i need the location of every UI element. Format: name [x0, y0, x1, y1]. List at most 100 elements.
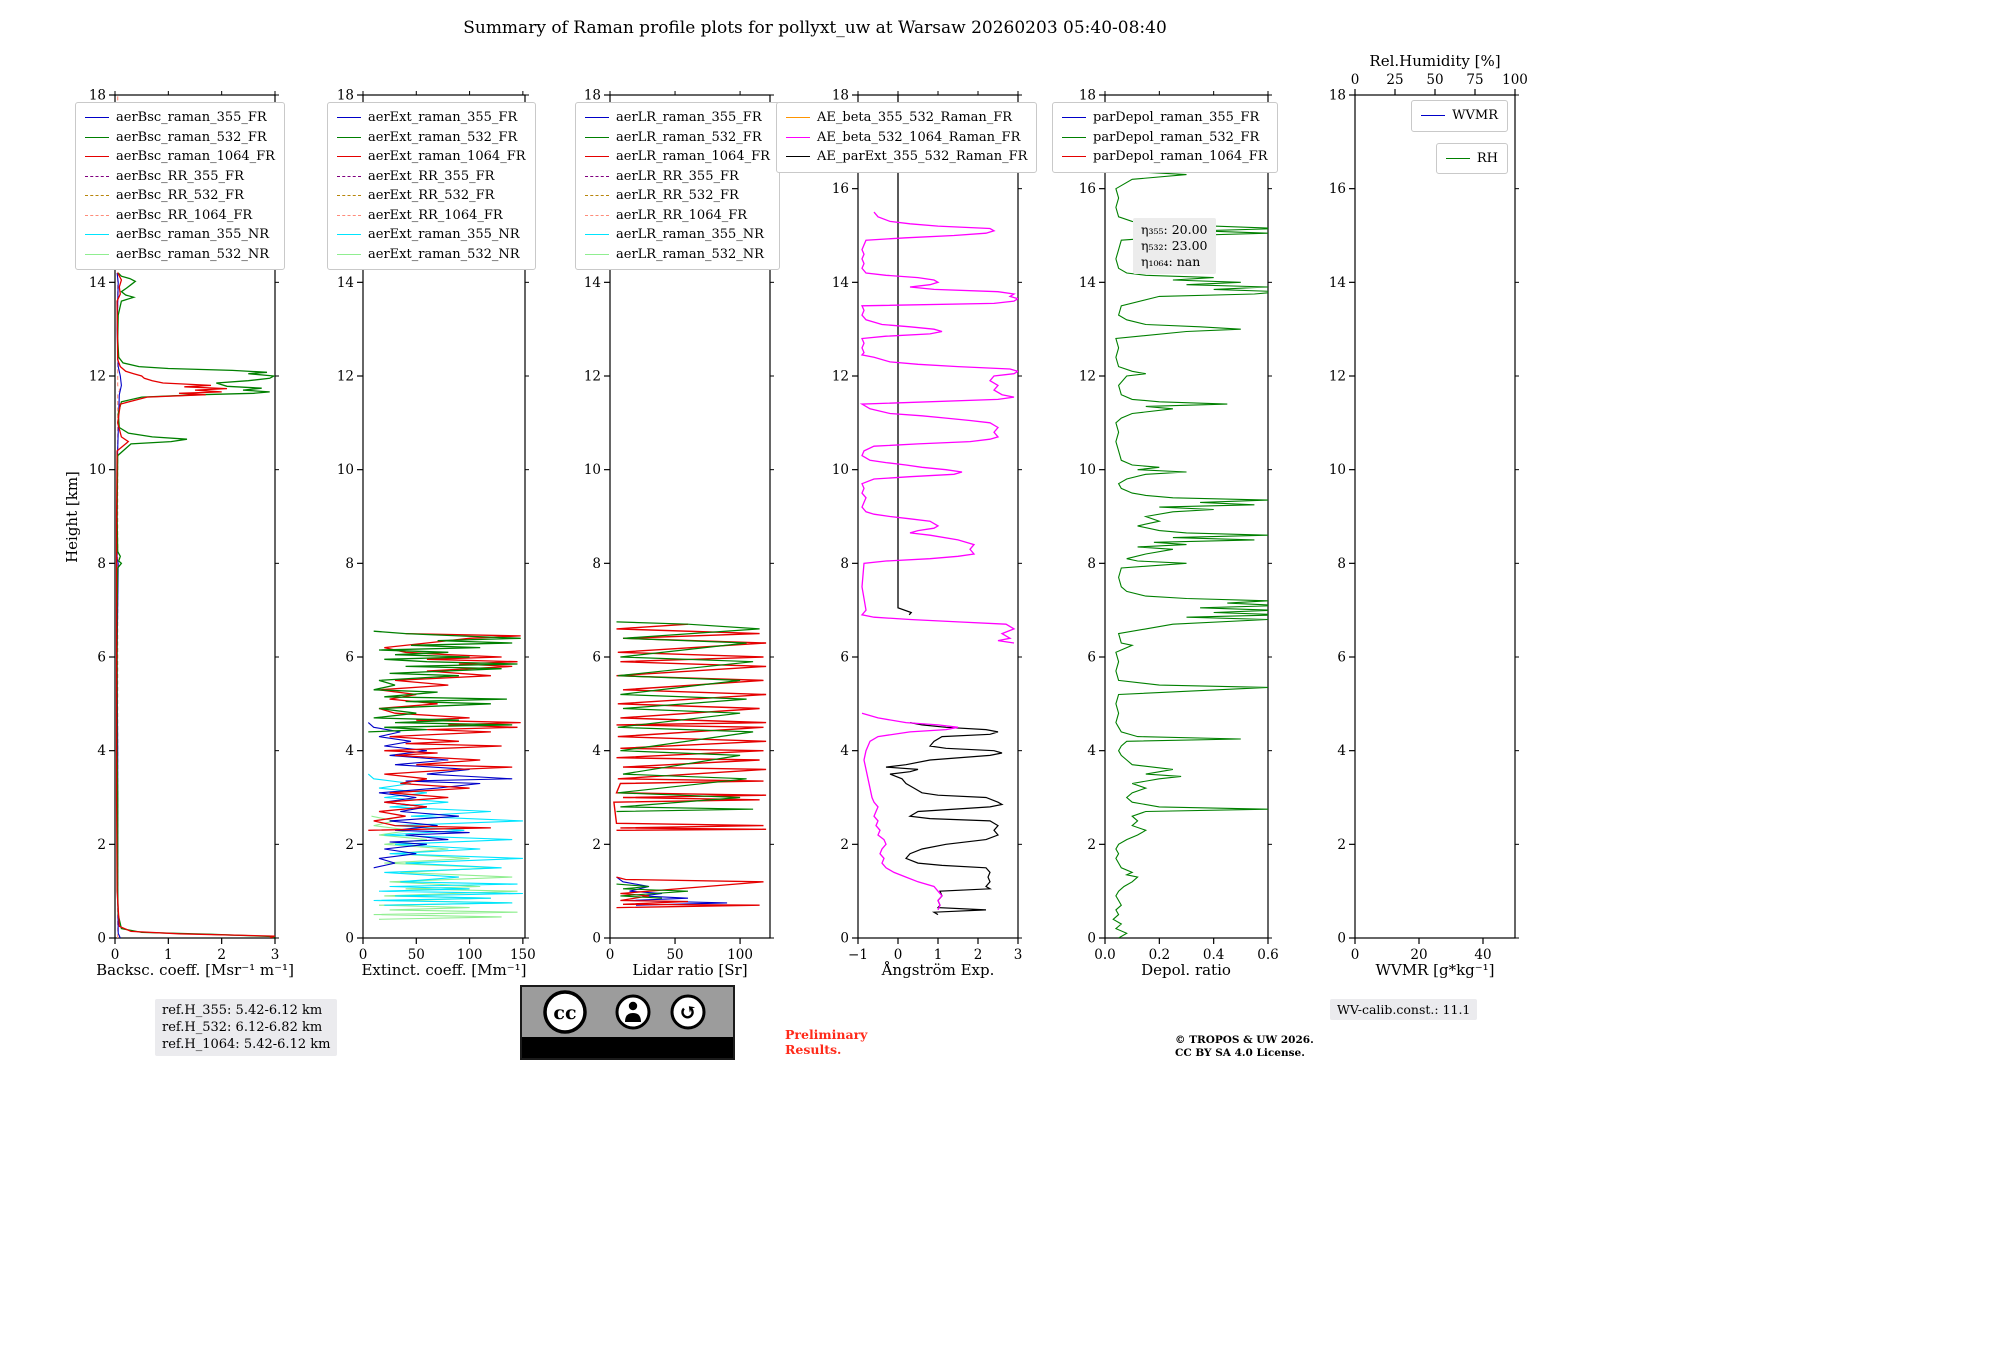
reference-height-box: ref.H_355: 5.42-6.12 km ref.H_532: 6.12-…: [155, 999, 338, 1056]
legend-label: aerBsc_RR_355_FR: [116, 168, 244, 184]
legend-line-sample: [585, 136, 609, 138]
legend-line-sample: [85, 117, 109, 119]
legend-item: aerExt_RR_1064_FR: [337, 206, 526, 226]
legend-item: parDepol_raman_355_FR: [1062, 108, 1268, 128]
legend-line-sample: [337, 234, 361, 236]
y-tick-label: 14: [1329, 275, 1346, 291]
legend-item: aerExt_raman_532_FR: [337, 128, 526, 148]
legend-line-sample: [337, 156, 361, 158]
y-tick-label: 10: [89, 462, 106, 478]
y-tick-label: 18: [1079, 88, 1096, 104]
legend-line-sample: [585, 175, 609, 177]
figure-title: Summary of Raman profile plots for polly…: [463, 18, 1167, 38]
axes-frame-extinct: [362, 94, 526, 939]
x-tick-label: 20: [1410, 947, 1427, 963]
legend-box-extinct: aerExt_raman_355_FR aerExt_raman_532_FR ae…: [327, 102, 536, 270]
series-aerBsc_raman_532_FR: [116, 272, 275, 938]
x-tick-label: 0: [894, 947, 903, 963]
cc-license-badge: cc ↺ BY SA: [520, 985, 735, 1060]
y-axis-label: Height [km]: [63, 471, 81, 563]
legend-item: aerBsc_raman_532_NR: [85, 245, 275, 265]
legend-label: aerExt_RR_1064_FR: [368, 207, 503, 223]
y-tick-label: 18: [89, 88, 106, 104]
y-tick-label: 6: [97, 650, 106, 666]
cc-badge-band: [522, 1037, 733, 1058]
legend-item: aerExt_raman_355_FR: [337, 108, 526, 128]
y-tick-label: 4: [1087, 743, 1096, 759]
x-tick-label: 0.6: [1257, 947, 1278, 963]
legend-label: aerBsc_RR_1064_FR: [116, 207, 253, 223]
y-tick-label: 14: [584, 275, 601, 291]
y-tick-label: 0: [592, 931, 601, 947]
legend-item: aerExt_raman_355_NR: [337, 225, 526, 245]
y-tick-label: 4: [345, 743, 354, 759]
share-alike-arrow: ↺: [679, 1000, 697, 1026]
top-x-tick-label: 50: [1426, 72, 1443, 88]
cc-sa-label: SA: [678, 1041, 700, 1057]
y-tick-label: 18: [584, 88, 601, 104]
x-tick-label: 100: [457, 947, 483, 963]
legend-line-sample: [786, 136, 810, 138]
y-tick-label: 0: [1087, 931, 1096, 947]
top-x-tick-label: 75: [1466, 72, 1483, 88]
legend-line-sample: [337, 117, 361, 119]
legend-item: aerBsc_RR_1064_FR: [85, 206, 275, 226]
legend-box-lidar: aerLR_raman_355_FR aerLR_raman_532_FR aerL…: [575, 102, 780, 270]
legend-line-sample: [85, 175, 109, 177]
legend-label: aerBsc_raman_532_FR: [116, 129, 267, 145]
legend-item: aerBsc_RR_355_FR: [85, 167, 275, 187]
preliminary-results-note: Preliminary Results.: [785, 1027, 867, 1057]
share-alike-icon: [670, 994, 706, 1030]
legend-line-sample: [85, 136, 109, 138]
legend-item: aerLR_raman_1064_FR: [585, 147, 770, 167]
y-tick-label: 16: [832, 181, 849, 197]
series-aerExt_raman_532_NR: [371, 815, 518, 920]
y-tick-label: 12: [89, 369, 106, 385]
series-aerExt_raman_532_FR: [368, 630, 521, 733]
legend-item: aerBsc_raman_355_NR: [85, 225, 275, 245]
legend-label: aerLR_raman_355_FR: [616, 110, 762, 125]
y-tick-label: 8: [345, 556, 354, 572]
y-tick-label: 14: [89, 275, 106, 291]
copyright-note: © TROPOS & UW 2026. CC BY SA 4.0 License…: [1175, 1034, 1314, 1060]
y-tick-label: 4: [97, 743, 106, 759]
legend-item: aerExt_raman_1064_FR: [337, 147, 526, 167]
legend-line-sample: [337, 214, 361, 216]
legend-label: aerLR_RR_1064_FR: [616, 207, 748, 223]
legend-item: AE_parExt_355_532_Raman_FR: [786, 147, 1027, 167]
y-tick-label: 6: [345, 650, 354, 666]
person-icon-head: [628, 1001, 638, 1011]
y-tick-label: 6: [1337, 650, 1346, 666]
x-tick-label: 150: [510, 947, 536, 963]
series-aerExt_raman_1064_FR: [368, 632, 521, 831]
legend-label: aerLR_raman_532_FR: [616, 129, 762, 145]
legend-item: aerExt_RR_355_FR: [337, 167, 526, 187]
y-tick-label: 2: [97, 837, 106, 853]
series-aerBsc_raman_1064_FR: [115, 272, 275, 938]
legend-line-sample: [786, 117, 810, 119]
legend-label: aerLR_raman_355_NR: [616, 227, 764, 242]
y-tick-label: 18: [1329, 88, 1346, 104]
legend-box-angstrom: AE_beta_355_532_Raman_FR AE_beta_532_1064…: [776, 102, 1038, 173]
x-tick-label: 3: [1014, 947, 1023, 963]
y-tick-label: 12: [584, 369, 601, 385]
x-tick-label: 1: [164, 947, 173, 963]
y-tick-label: 2: [840, 837, 849, 853]
legend-label: aerExt_RR_532_FR: [368, 188, 495, 203]
x-tick-label: 0: [359, 947, 368, 963]
series-AE_beta_532_1064_Raman_FR_lower: [861, 712, 959, 911]
legend-item: parDepol_raman_532_FR: [1062, 128, 1268, 148]
legend-item: AE_beta_355_532_Raman_FR: [786, 108, 1027, 128]
legend-line-sample: [1062, 117, 1086, 119]
legend-label: aerExt_raman_1064_FR: [368, 149, 526, 164]
legend-label: parDepol_raman_532_FR: [1093, 129, 1260, 145]
y-tick-label: 10: [337, 462, 354, 478]
legend-label: aerBsc_raman_1064_FR: [116, 149, 275, 164]
y-tick-label: 10: [832, 462, 849, 478]
x-tick-label: 0: [111, 947, 120, 963]
panel-wvmr: 0 2 4 6 8 10 12 14 16 18 0 20 40 0 25 50 75 100: [1329, 72, 1528, 963]
legend-label: AE_parExt_355_532_Raman_FR: [817, 149, 1028, 164]
legend-line-sample: [585, 234, 609, 236]
legend-label: AE_beta_355_532_Raman_FR: [817, 110, 1013, 125]
y-tick-label: 8: [1087, 556, 1096, 572]
